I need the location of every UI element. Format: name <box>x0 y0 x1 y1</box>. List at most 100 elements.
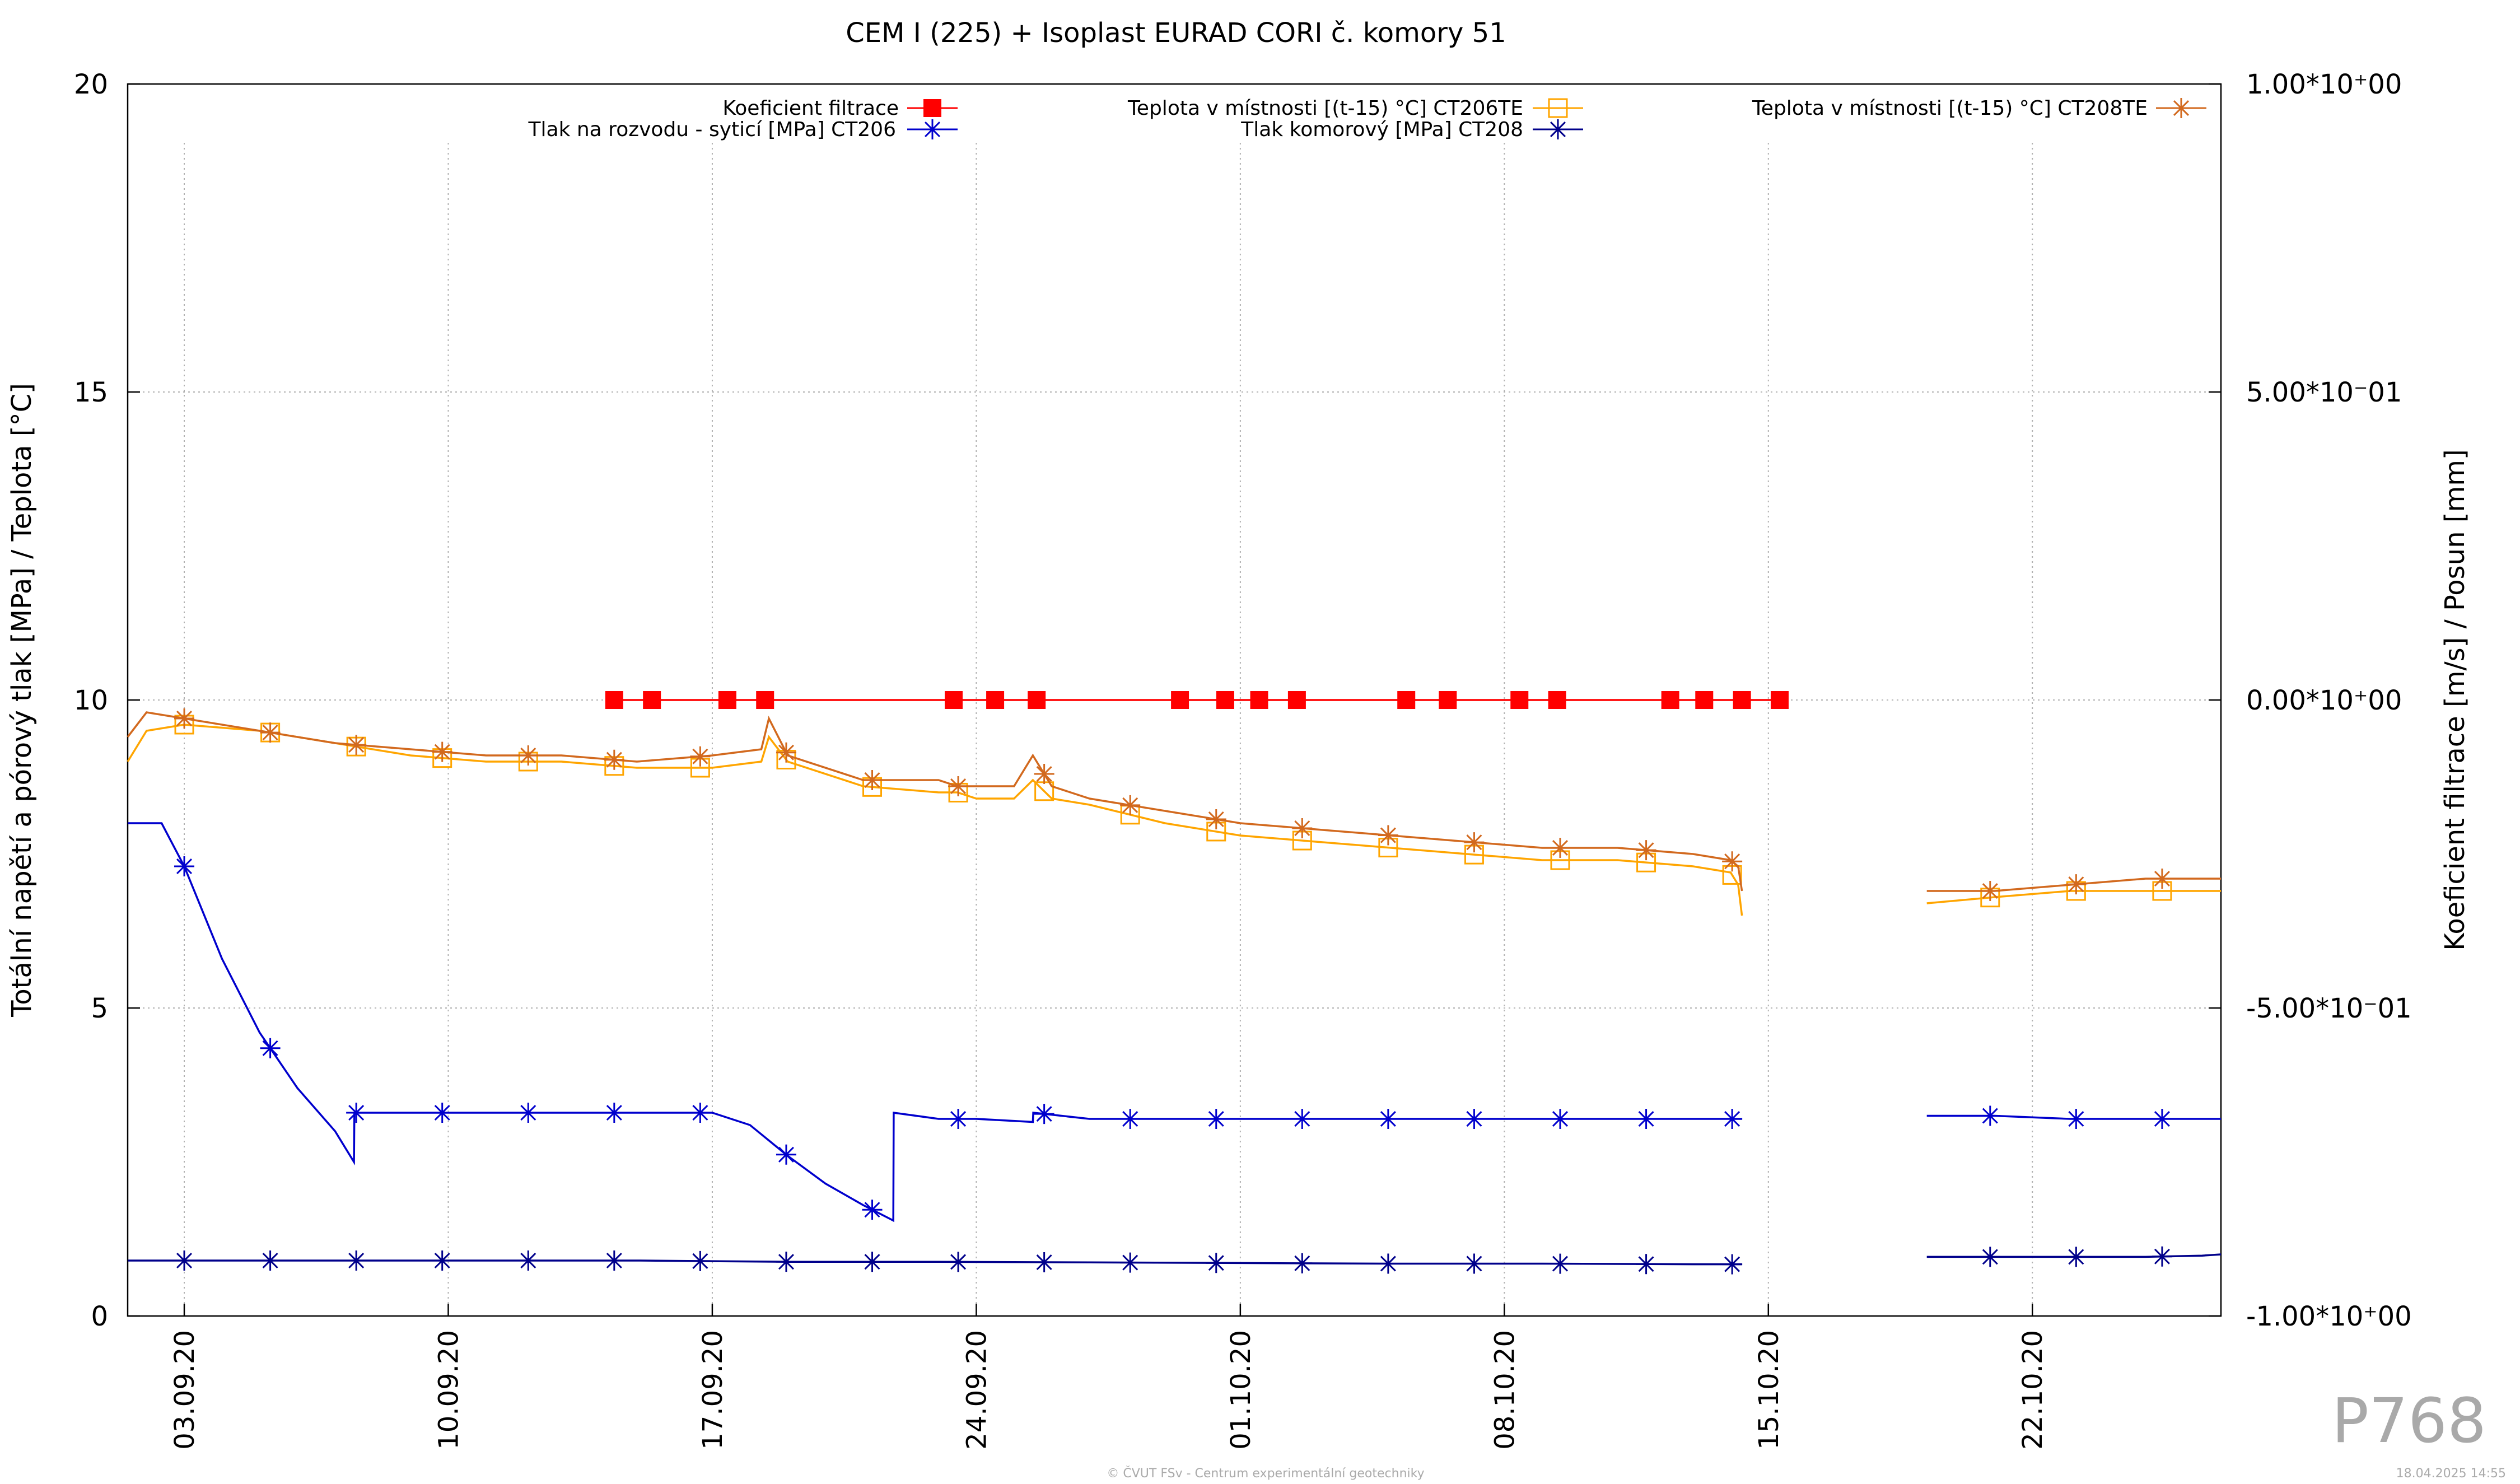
legend-label: Teplota v místnosti [(t-15) °C] CT208TE <box>1752 97 2148 120</box>
legend-entry: Koeficient filtrace <box>722 97 958 120</box>
series-layer <box>127 691 2222 1275</box>
series-point <box>2066 1109 2087 1129</box>
series-point <box>432 741 452 762</box>
series-point <box>1120 1252 1141 1273</box>
x-tick-label: 24.09.20 <box>961 1330 992 1450</box>
series-line <box>127 724 1743 916</box>
footer-credit: © ČVUT FSv - Centrum experimentální geot… <box>1107 1466 1424 1481</box>
series-point <box>1550 1253 1570 1274</box>
series-point <box>718 691 736 709</box>
series-point <box>1034 1104 1054 1124</box>
series-point <box>756 691 774 709</box>
series-point <box>1206 809 1226 829</box>
series-point <box>1980 1105 2000 1126</box>
series-point <box>518 1103 539 1123</box>
series-point <box>1378 825 1398 846</box>
series-point <box>260 1250 281 1271</box>
legend-marker <box>922 119 942 139</box>
series-point <box>1378 1109 1398 1129</box>
series-4 <box>128 1246 2222 1275</box>
series-point <box>862 770 883 790</box>
x-tick-label: 10.09.20 <box>433 1330 464 1450</box>
series-point <box>604 1250 624 1271</box>
series-point <box>986 691 1005 709</box>
footer-date: 18.04.2025 14:55 <box>2396 1467 2506 1481</box>
series-point <box>346 1103 367 1123</box>
legend-entry: Teplota v místnosti [(t-15) °C] CT206TE <box>1127 97 1583 120</box>
legend-label: Koeficient filtrace <box>722 97 899 120</box>
series-point <box>1171 691 1189 709</box>
series-point <box>1636 1254 1656 1275</box>
series-point <box>605 691 623 709</box>
y-left-tick-label: 5 <box>91 993 108 1024</box>
y-left-tick-label: 0 <box>91 1301 108 1332</box>
series-point <box>1292 1109 1313 1129</box>
series-point <box>1292 1253 1313 1273</box>
series-point <box>1980 881 2000 901</box>
series-point <box>776 1252 796 1272</box>
watermark-code: P768 <box>2332 1385 2486 1457</box>
y-axis-right-label: Koeficient filtrace [m/s] / Posun [mm] <box>2439 449 2471 950</box>
series-point <box>1695 691 1714 709</box>
x-tick-label: 03.09.20 <box>169 1330 200 1450</box>
series-point <box>1722 851 1743 872</box>
series-point <box>518 1250 539 1271</box>
y-right-tick-label: -1.00*10⁺00 <box>2246 1301 2412 1332</box>
series-point <box>862 1252 883 1272</box>
legend-marker <box>923 99 941 117</box>
series-point <box>948 1252 969 1272</box>
series-point <box>604 1103 624 1123</box>
legend-label: Teplota v místnosti [(t-15) °C] CT206TE <box>1127 97 1523 120</box>
series-point <box>1206 1109 1226 1129</box>
legend-label: Tlak komorový [MPa] CT208 <box>1240 118 1523 141</box>
y-left-tick-label: 20 <box>74 69 108 100</box>
series-point <box>432 1250 452 1271</box>
series-point <box>1464 1109 1485 1129</box>
series-3 <box>128 822 2221 1222</box>
series-point <box>1120 1109 1141 1129</box>
series-point <box>2152 1246 2172 1267</box>
series-point <box>1548 691 1566 709</box>
series-point <box>1510 691 1529 709</box>
legend-entry: Teplota v místnosti [(t-15) °C] CT208TE <box>1752 97 2206 120</box>
legend-marker <box>2171 98 2191 118</box>
series-point <box>1722 1254 1743 1275</box>
series-point <box>1216 691 1234 709</box>
series-point <box>643 691 661 709</box>
series-0 <box>605 691 1789 709</box>
series-point <box>1661 691 1679 709</box>
series-point <box>1397 691 1416 709</box>
series-2 <box>127 708 2221 901</box>
y-left-tick-label: 10 <box>74 685 108 716</box>
series-point <box>1464 1253 1485 1274</box>
legend-marker <box>1548 119 1568 139</box>
axes: 0 -1.00*10⁺00 5 -5.00*10⁻01 10 0.00*10⁺00 15 5.… <box>74 69 2412 1450</box>
series-point <box>1550 838 1570 858</box>
series-point <box>2066 874 2087 895</box>
legend-entry: Tlak komorový [MPa] CT208 <box>1240 118 1583 141</box>
x-tick-label: 17.09.20 <box>697 1330 729 1450</box>
series-point <box>1464 832 1485 853</box>
y-right-tick-label: 0.00*10⁺00 <box>2246 685 2402 716</box>
series-point <box>1550 1109 1570 1129</box>
series-point <box>690 746 711 767</box>
series-point <box>1439 691 1457 709</box>
series-point <box>346 735 367 755</box>
series-point <box>174 1250 195 1271</box>
series-line <box>1926 890 2221 904</box>
series-point <box>1733 691 1751 709</box>
series-point <box>690 1250 711 1271</box>
y-right-tick-label: 1.00*10⁺00 <box>2246 69 2402 100</box>
legend-entry: Tlak na rozvodu - syticí [MPa] CT206 <box>528 118 958 141</box>
series-point <box>1034 764 1054 784</box>
series-point <box>948 776 969 796</box>
series-point <box>1206 1253 1226 1273</box>
series-line <box>128 1259 1742 1266</box>
series-point <box>1770 691 1789 709</box>
series-line <box>127 711 1743 892</box>
series-point <box>1120 795 1141 815</box>
series-point <box>1287 691 1306 709</box>
y-axis-left-label: Totální napětí a pórový tlak [MPa] / Tep… <box>6 383 38 1018</box>
x-tick-label: 08.10.20 <box>1489 1330 1520 1450</box>
chart-title: CEM I (225) + Isoplast EURAD CORI č. kom… <box>846 17 1506 49</box>
